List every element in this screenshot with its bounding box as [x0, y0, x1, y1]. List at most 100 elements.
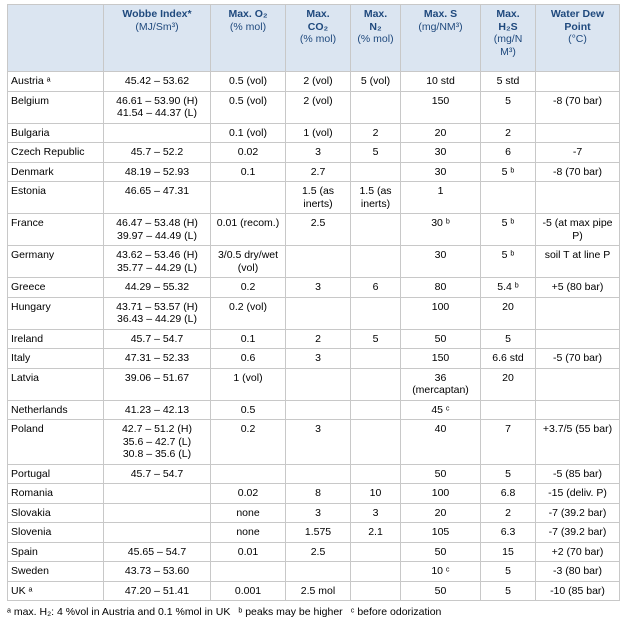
- value-cell: 0.1: [210, 328, 286, 349]
- value-cell: 5: [480, 328, 536, 349]
- country-cell: Sweden: [7, 561, 104, 582]
- value-cell: 2: [480, 502, 536, 523]
- value-cell: 2.1: [350, 522, 401, 543]
- value-cell: 5: [480, 561, 536, 582]
- value-cell: 5 ᵇ: [480, 161, 536, 182]
- empty-cell: [285, 367, 351, 401]
- header-cell: [7, 4, 104, 72]
- value-cell: 5: [350, 142, 401, 163]
- value-cell: 6.6 std: [480, 348, 536, 369]
- table-row: Portugal 45.7 – 54.7 50 5 -5 (85 bar): [7, 463, 620, 484]
- empty-cell: [210, 561, 286, 582]
- country-cell: Spain: [7, 541, 104, 562]
- table-row: Estonia 46.65 – 47.31 1.5 (as inerts) 1.5 (…: [7, 181, 620, 214]
- footnote: ᵇ peaks may be higher: [238, 606, 343, 618]
- header-cell: Max. H₂S (mg/N M³): [480, 4, 536, 72]
- value-cell: 40: [400, 419, 481, 465]
- table-row: Sweden 43.73 – 53.60 10 ᶜ 5 -3 (80 bar): [7, 561, 620, 582]
- value-cell: 45.7 – 54.7: [103, 328, 211, 349]
- country-cell: Germany: [7, 245, 104, 278]
- empty-cell: [350, 399, 401, 420]
- table-row: Netherlands 41.23 – 42.13 0.5 45 ᶜ: [7, 399, 620, 420]
- gas-quality-table: Wobbe Index* (MJ/Sm³) Max. O₂ (% mol) Max. C…: [7, 4, 620, 601]
- value-cell: 3: [285, 419, 351, 465]
- value-cell: 15: [480, 541, 536, 562]
- value-cell: 45.42 – 53.62: [103, 71, 211, 92]
- value-cell: 8: [285, 483, 351, 504]
- header-title: Water Dew Point: [550, 8, 605, 33]
- value-cell: 46.65 – 47.31: [103, 181, 211, 214]
- value-cell: 5: [480, 580, 536, 601]
- value-cell: 3: [285, 142, 351, 163]
- empty-cell: [103, 502, 211, 523]
- table-row: Denmark 48.19 – 52.93 0.1 2.7 30 5 ᵇ -8 (70 ba…: [7, 161, 620, 182]
- country-cell: Italy: [7, 348, 104, 369]
- value-cell: 1 (vol): [210, 367, 286, 401]
- value-cell: -15 (deliv. P): [535, 483, 620, 504]
- value-cell: none: [210, 502, 286, 523]
- value-cell: 6: [480, 142, 536, 163]
- value-cell: 0.5 (vol): [210, 71, 286, 92]
- value-cell: 1 (vol): [285, 122, 351, 143]
- empty-cell: [535, 399, 620, 420]
- value-cell: 45.7 – 52.2: [103, 142, 211, 163]
- value-cell: 42.7 – 51.2 (H) 35.6 – 42.7 (L) 30.8 – 3…: [103, 419, 211, 465]
- header-unit: (% mol): [357, 33, 394, 45]
- empty-cell: [535, 71, 620, 92]
- empty-cell: [350, 541, 401, 562]
- empty-cell: [103, 122, 211, 143]
- empty-cell: [535, 367, 620, 401]
- value-cell: soil T at line P: [535, 245, 620, 278]
- value-cell: 30: [400, 245, 481, 278]
- empty-cell: [210, 463, 286, 484]
- value-cell: +2 (70 bar): [535, 541, 620, 562]
- empty-cell: [285, 561, 351, 582]
- value-cell: 43.62 – 53.46 (H) 35.77 – 44.29 (L): [103, 245, 211, 278]
- country-cell: Poland: [7, 419, 104, 465]
- value-cell: 1.575: [285, 522, 351, 543]
- empty-cell: [285, 399, 351, 420]
- country-cell: Slovakia: [7, 502, 104, 523]
- country-cell: Belgium: [7, 90, 104, 124]
- empty-cell: [350, 90, 401, 124]
- country-cell: Netherlands: [7, 399, 104, 420]
- footnote: ᶜ before odorization: [350, 606, 442, 618]
- country-cell: Denmark: [7, 161, 104, 182]
- value-cell: 5 (vol): [350, 71, 401, 92]
- table-row: Belgium 46.61 – 53.90 (H) 41.54 – 44.37 (…: [7, 90, 620, 124]
- value-cell: 2 (vol): [285, 71, 351, 92]
- value-cell: none: [210, 522, 286, 543]
- empty-cell: [535, 122, 620, 143]
- header-row: Wobbe Index* (MJ/Sm³) Max. O₂ (% mol) Max. C…: [7, 4, 620, 72]
- empty-cell: [535, 296, 620, 330]
- header-unit: (MJ/Sm³): [135, 20, 179, 33]
- country-cell: Estonia: [7, 181, 104, 214]
- value-cell: -5 (70 bar): [535, 348, 620, 369]
- value-cell: 3: [285, 348, 351, 369]
- value-cell: 50: [400, 580, 481, 601]
- country-cell: Ireland: [7, 328, 104, 349]
- header-unit: (% mol): [229, 20, 267, 33]
- value-cell: 5.4 ᵇ: [480, 277, 536, 298]
- table-row: Bulgaria 0.1 (vol) 1 (vol) 2 20 2: [7, 122, 620, 143]
- value-cell: 0.1 (vol): [210, 122, 286, 143]
- value-cell: 10 std: [400, 71, 481, 92]
- value-cell: 47.31 – 52.33: [103, 348, 211, 369]
- value-cell: -3 (80 bar): [535, 561, 620, 582]
- empty-cell: [350, 367, 401, 401]
- header-cell: Max. S (mg/NM³): [400, 4, 481, 72]
- value-cell: -7: [535, 142, 620, 163]
- header-title: Max. S: [423, 8, 458, 20]
- empty-cell: [535, 328, 620, 349]
- table-row: Greece 44.29 – 55.32 0.2 3 6 80 5.4 ᵇ +5 (80 ba…: [7, 277, 620, 298]
- empty-cell: [480, 181, 536, 214]
- value-cell: 6.8: [480, 483, 536, 504]
- empty-cell: [350, 296, 401, 330]
- header-unit: (mg/NM³): [418, 20, 463, 33]
- table-row: Slovenia none 1.575 2.1 105 6.3 -7 (39.2 bar): [7, 522, 620, 543]
- value-cell: 10 ᶜ: [400, 561, 481, 582]
- value-cell: 7: [480, 419, 536, 465]
- value-cell: 2.7: [285, 161, 351, 182]
- header-title: Max. N₂: [363, 8, 388, 33]
- value-cell: 1: [400, 181, 481, 214]
